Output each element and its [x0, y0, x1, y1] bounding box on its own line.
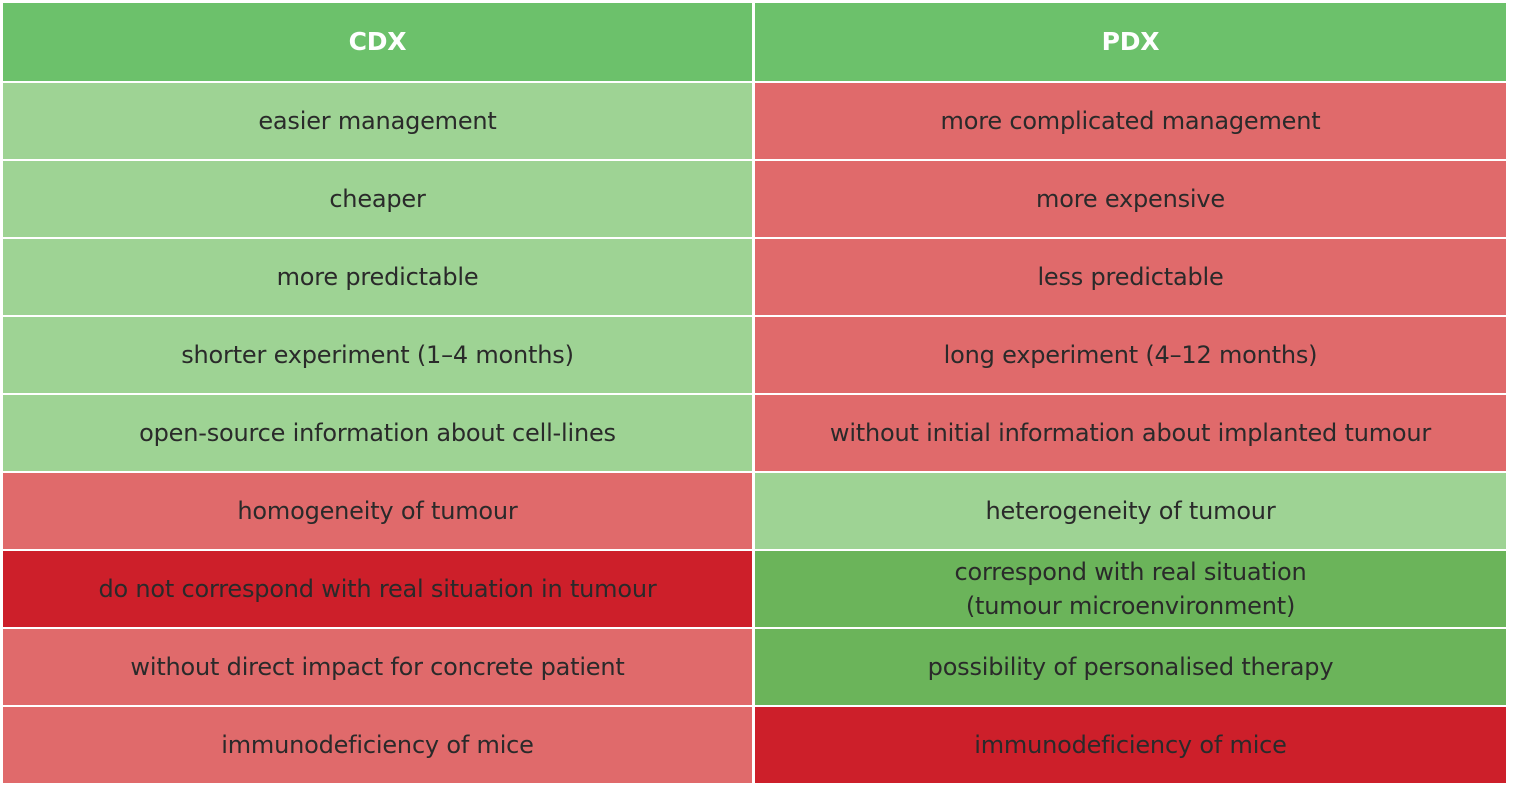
cdx-cell: without direct impact for concrete patie… [3, 629, 752, 705]
cdx-cell: do not correspond with real situation in… [3, 551, 752, 627]
pdx-cell: less predictable [755, 239, 1506, 315]
header-cdx: CDX [3, 3, 752, 81]
cdx-cell: open-source information about cell-lines [3, 395, 752, 471]
pdx-cell: possibility of personalised therapy [755, 629, 1506, 705]
pdx-cell: more complicated management [755, 83, 1506, 159]
cdx-cell: homogeneity of tumour [3, 473, 752, 549]
pdx-cell: long experiment (4–12 months) [755, 317, 1506, 393]
pdx-cell: immunodeficiency of mice [755, 707, 1506, 783]
pdx-cell: more expensive [755, 161, 1506, 237]
pdx-cell: correspond with real situation (tumour m… [755, 551, 1506, 627]
cdx-cell: immunodeficiency of mice [3, 707, 752, 783]
cdx-cell: cheaper [3, 161, 752, 237]
cdx-cell: shorter experiment (1–4 months) [3, 317, 752, 393]
cdx-cell: easier management [3, 83, 752, 159]
comparison-table: CDX PDX easier management more complicat… [3, 3, 1506, 783]
header-pdx: PDX [755, 3, 1506, 81]
pdx-cell: without initial information about implan… [755, 395, 1506, 471]
pdx-cell: heterogeneity of tumour [755, 473, 1506, 549]
cdx-cell: more predictable [3, 239, 752, 315]
